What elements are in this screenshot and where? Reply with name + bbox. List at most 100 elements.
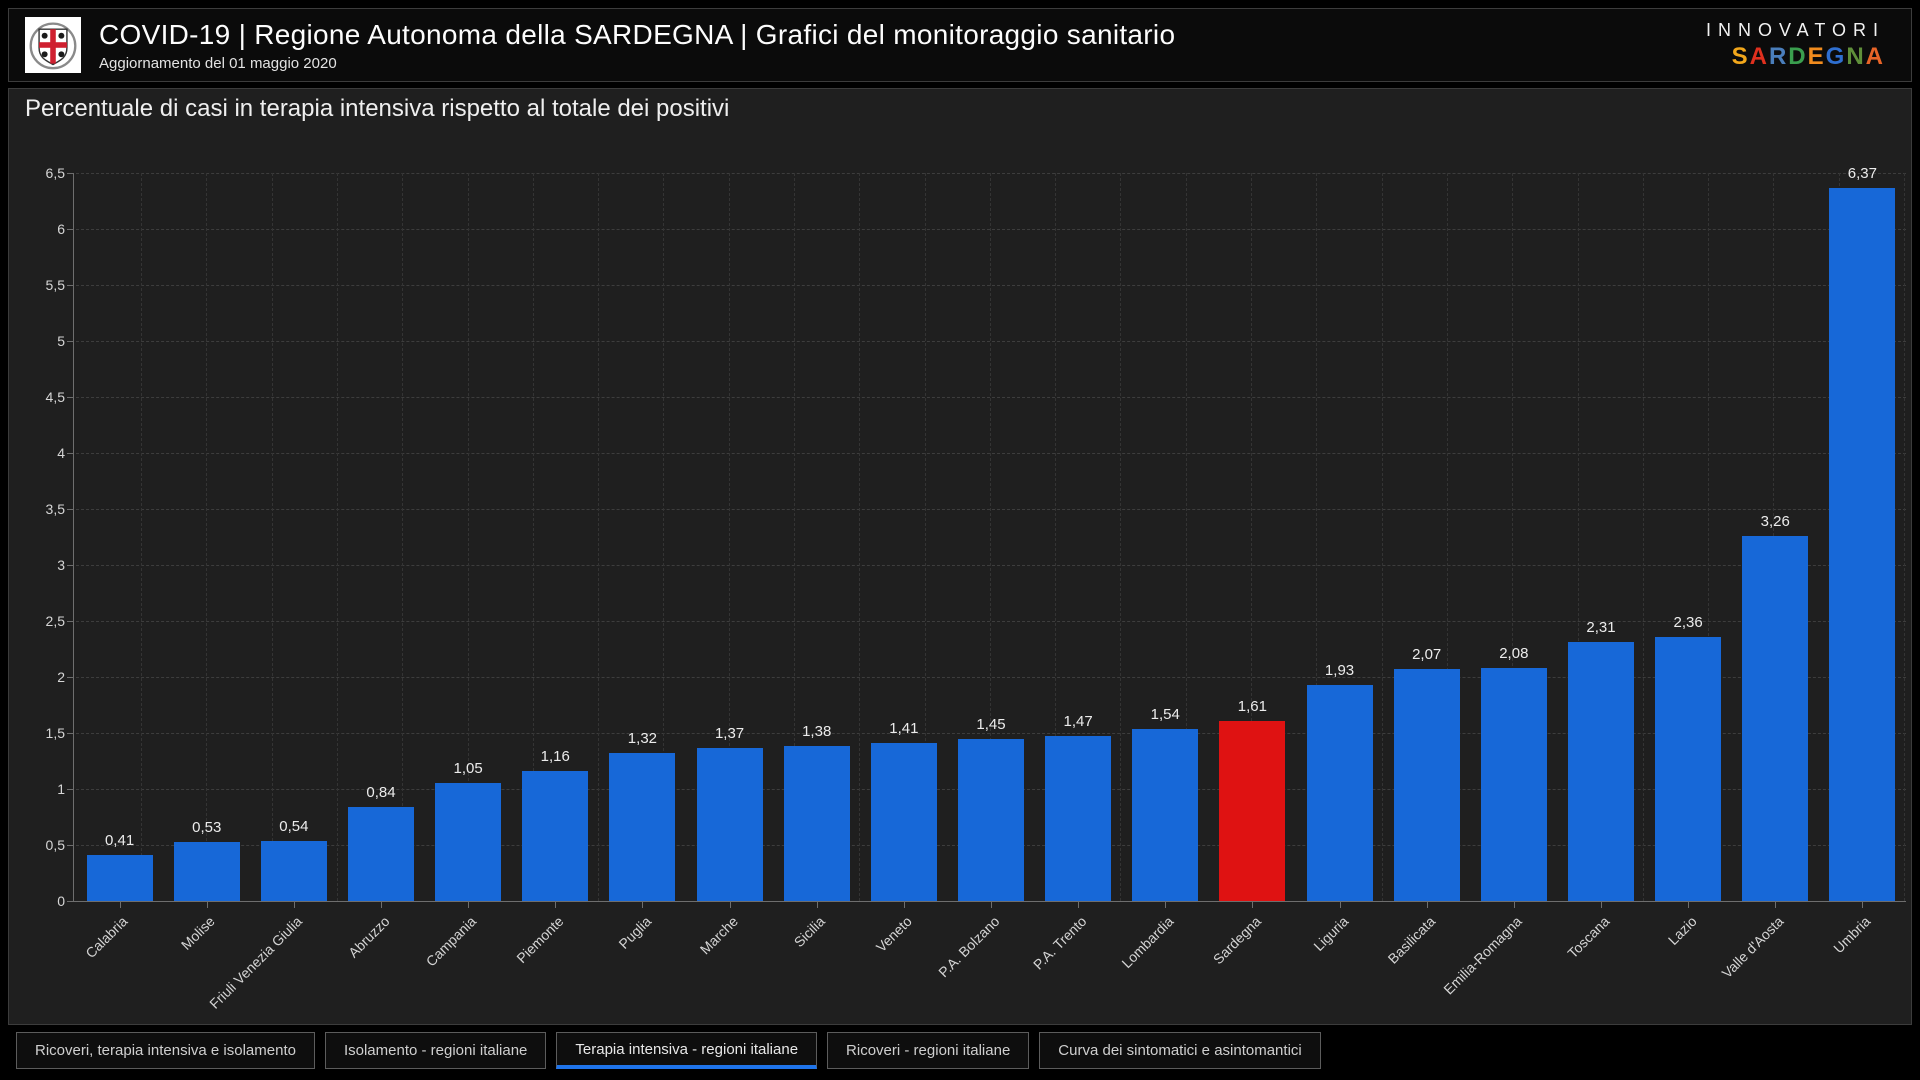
- y-axis-label: 3,5: [45, 501, 65, 517]
- bar-value-label: 1,47: [1063, 713, 1093, 731]
- bar-value-label: 1,32: [627, 730, 658, 748]
- bar-value-label: 1,93: [1324, 661, 1355, 679]
- brand-letter: A: [1865, 42, 1885, 70]
- gridline-v: [1316, 173, 1317, 901]
- tab-isolamento-regioni-italiane[interactable]: Isolamento - regioni italiane: [324, 1032, 547, 1069]
- x-axis-label: Lazio: [1664, 913, 1700, 948]
- bar-emilia-romagna[interactable]: 2,08: [1480, 645, 1547, 901]
- bar-slot: 2,08: [1470, 173, 1557, 901]
- x-label-slot: Lazio: [1645, 901, 1732, 1023]
- x-axis-tick: [1775, 902, 1777, 908]
- gridline-h: [76, 621, 1906, 622]
- x-label-slot: Toscana: [1557, 901, 1644, 1023]
- bar-series: 0,41 0,53 0,54 0,84 1,05 1,16 1,32 1,37 1,38 1,41…: [76, 165, 1906, 901]
- gridline-v: [1708, 173, 1709, 901]
- bar-lombardia[interactable]: 1,54: [1132, 706, 1199, 901]
- bar-basilicata[interactable]: 2,07: [1393, 646, 1460, 901]
- x-axis-label: Umbria: [1830, 913, 1874, 957]
- bar-liguria[interactable]: 1,93: [1306, 662, 1373, 901]
- x-label-slot: Sicilia: [773, 901, 860, 1023]
- bar-veneto[interactable]: 1,41: [870, 720, 937, 901]
- page-title: COVID-19 | Regione Autonoma della SARDEG…: [99, 18, 1176, 50]
- bar-value-label: 2,07: [1412, 646, 1442, 664]
- report-tab-bar: Ricoveri, terapia intensiva e isolamento…: [16, 1032, 1906, 1072]
- x-axis-tick: [381, 902, 382, 908]
- bar-umbria[interactable]: 6,37: [1829, 165, 1896, 901]
- bar-sicilia[interactable]: 1,38: [783, 723, 850, 901]
- tab-curva-dei-sintomatici-e-asintomantici[interactable]: Curva dei sintomatici e asintomantici: [1039, 1032, 1321, 1069]
- bar-slot: 1,32: [599, 173, 686, 901]
- gridline-v: [1120, 173, 1121, 901]
- gridline-v: [663, 173, 664, 901]
- brand-bottom-text: SARDEGNA: [1706, 43, 1885, 71]
- gridline-v: [859, 173, 860, 901]
- gridline-h: [76, 397, 1906, 398]
- x-axis-label: Basilicata: [1384, 913, 1439, 967]
- x-axis-label: Molise: [178, 913, 219, 953]
- bar-valle-d-aosta[interactable]: 3,26: [1742, 513, 1809, 901]
- bar-slot: 0,54: [250, 173, 337, 901]
- x-axis-tick: [816, 902, 818, 908]
- bar-abruzzo[interactable]: 0,84: [347, 784, 414, 901]
- x-label-slot: Umbria: [1819, 901, 1906, 1023]
- x-label-slot: P.A. Bolzano: [935, 901, 1034, 1023]
- bar-value-label: 0,41: [104, 832, 135, 850]
- x-axis-tick: [642, 902, 644, 908]
- y-axis-tick: [67, 901, 74, 902]
- gridline-v: [794, 173, 795, 901]
- y-axis-tick: [67, 173, 74, 174]
- bar-puglia[interactable]: 1,32: [609, 730, 676, 901]
- gridline-v: [990, 173, 991, 901]
- brand-letter: N: [1846, 42, 1866, 70]
- bar-value-label: 2,08: [1499, 645, 1529, 663]
- x-axis-tick: [555, 902, 557, 908]
- x-label-slot: Marche: [686, 901, 773, 1023]
- x-label-slot: Valle d'Aosta: [1719, 901, 1819, 1023]
- tab-ricoveri-terapia-intensiva-e-isolamento[interactable]: Ricoveri, terapia intensiva e isolamento: [16, 1032, 315, 1069]
- gridline-h: [76, 173, 1906, 174]
- x-axis-line: [73, 901, 1906, 902]
- bar-p-a-bolzano[interactable]: 1,45: [957, 716, 1024, 901]
- bar-campania[interactable]: 1,05: [435, 760, 502, 901]
- gridline-v: [1447, 173, 1448, 901]
- x-axis-label: Liguria: [1309, 913, 1351, 955]
- bar-toscana[interactable]: 2,31: [1567, 619, 1634, 901]
- bar-friuli-venezia-giulia[interactable]: 0,54: [260, 818, 327, 901]
- x-axis-tick: [729, 902, 731, 908]
- gridline-h: [76, 229, 1906, 230]
- header-text: COVID-19 | Regione Autonoma della SARDEG…: [99, 19, 1706, 72]
- bar-slot: 2,31: [1557, 173, 1644, 901]
- bar-value-label: 1,38: [802, 723, 832, 741]
- gridline-v: [1186, 173, 1187, 901]
- bar-value-label: 0,53: [192, 818, 222, 836]
- bar-slot: 0,53: [163, 173, 250, 901]
- bar-lazio[interactable]: 2,36: [1655, 614, 1722, 901]
- tab-ricoveri-regioni-italiane[interactable]: Ricoveri - regioni italiane: [827, 1032, 1030, 1069]
- bar-sardegna[interactable]: 1,61: [1219, 698, 1286, 901]
- tab-terapia-intensiva-regioni-italiane[interactable]: Terapia intensiva - regioni italiane: [556, 1032, 818, 1069]
- y-axis-label: 2: [57, 669, 65, 685]
- x-axis-label: Abruzzo: [344, 913, 393, 961]
- gridline-h: [76, 565, 1906, 566]
- x-axis-tick: [903, 902, 905, 908]
- x-axis-tick: [293, 902, 295, 908]
- x-label-slot: Abruzzo: [337, 901, 424, 1023]
- bar-molise[interactable]: 0,53: [173, 819, 240, 901]
- bar-slot: 1,41: [860, 173, 947, 901]
- gridline-v: [141, 173, 142, 901]
- x-axis-label: Sicilia: [790, 913, 829, 951]
- x-axis-label: P.A. Trento: [1029, 913, 1090, 973]
- gridline-h: [76, 677, 1906, 678]
- bar-slot: 3,26: [1732, 173, 1819, 901]
- brand-letter: G: [1825, 42, 1847, 70]
- bar-p-a-trento[interactable]: 1,47: [1045, 713, 1112, 901]
- gridline-v: [402, 173, 403, 901]
- y-axis-tick: [67, 621, 74, 622]
- bar-value-label: 1,37: [714, 724, 745, 742]
- bar-piemonte[interactable]: 1,16: [522, 748, 589, 901]
- gridline-v: [468, 173, 469, 901]
- bar-marche[interactable]: 1,37: [696, 725, 763, 901]
- bar-calabria[interactable]: 0,41: [86, 832, 153, 901]
- header: COVID-19 | Regione Autonoma della SARDEG…: [8, 8, 1912, 82]
